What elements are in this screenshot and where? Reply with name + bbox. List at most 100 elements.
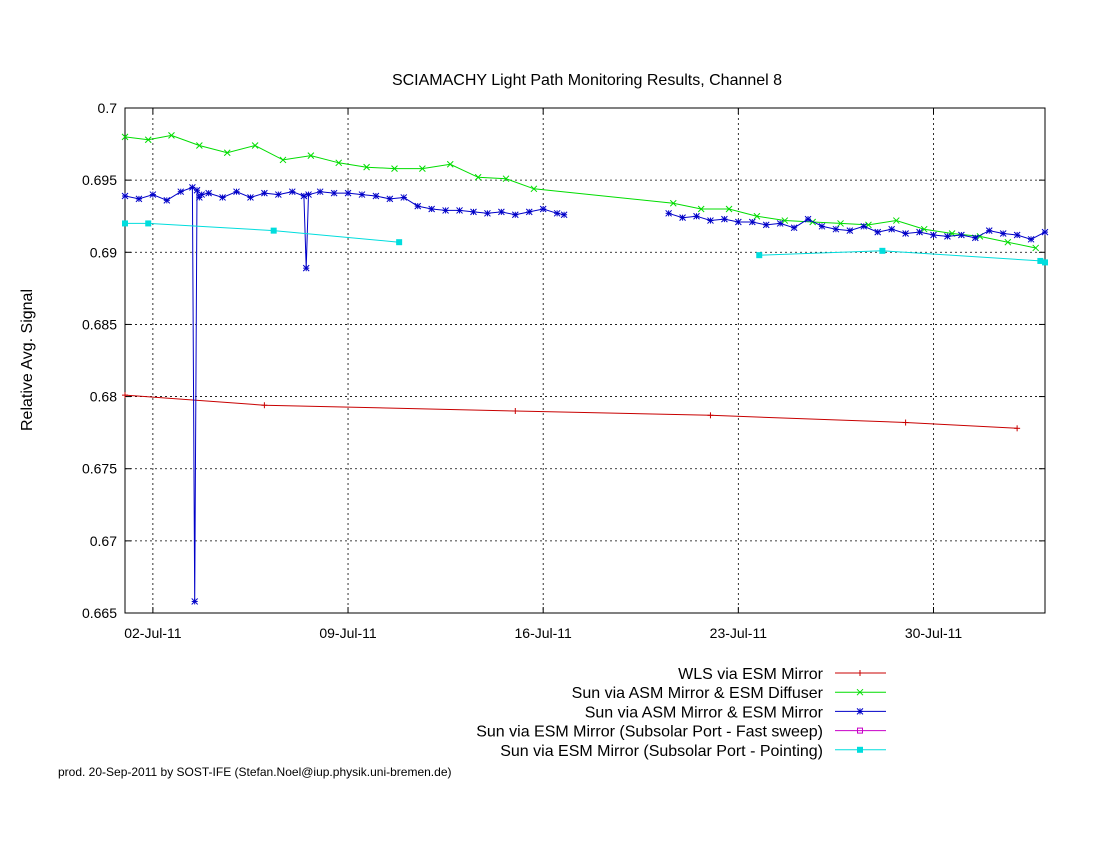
- data-point: [511, 211, 519, 219]
- data-point: [498, 208, 505, 216]
- data-point: [679, 214, 686, 222]
- data-point: [857, 727, 863, 734]
- y-tick-label: 0.7: [98, 100, 118, 116]
- data-point: [971, 234, 979, 242]
- legend-label: Sun via ESM Mirror (Subsolar Port - Poin…: [500, 743, 823, 760]
- data-point: [163, 196, 171, 204]
- data-point: [442, 207, 449, 214]
- data-point: [902, 230, 909, 237]
- data-point: [1042, 259, 1048, 266]
- data-point: [1004, 238, 1012, 246]
- data-point: [223, 149, 231, 157]
- data-point: [122, 220, 128, 227]
- data-point: [372, 192, 380, 200]
- data-point: [177, 188, 185, 196]
- data-point: [665, 209, 672, 217]
- y-tick-label: 0.69: [90, 244, 117, 260]
- data-point: [697, 205, 705, 213]
- x-tick-label: 09-Jul-11: [319, 625, 377, 641]
- y-tick-label: 0.665: [82, 605, 117, 621]
- data-point: [484, 209, 491, 217]
- legend-label: Sun via ESM Mirror (Subsolar Port - Fast…: [476, 724, 823, 741]
- data-point: [539, 205, 547, 213]
- data-point: [307, 152, 315, 159]
- data-point: [251, 142, 259, 149]
- data-point: [279, 156, 287, 164]
- chart-title: SCIAMACHY Light Path Monitoring Results,…: [392, 72, 782, 89]
- data-point: [195, 142, 203, 149]
- series-line: [124, 134, 1036, 249]
- data-point: [316, 188, 324, 196]
- data-point: [832, 225, 840, 233]
- data-point: [1032, 244, 1040, 252]
- data-point: [419, 165, 426, 172]
- data-point: [944, 233, 951, 240]
- data-point: [121, 192, 129, 200]
- data-point: [560, 211, 568, 219]
- data-point: [846, 227, 854, 234]
- y-tick-label: 0.67: [90, 533, 117, 549]
- data-point: [837, 220, 844, 227]
- grid: [125, 108, 1045, 613]
- data-point: [888, 225, 896, 233]
- data-point: [985, 227, 993, 234]
- data-point: [756, 252, 763, 259]
- axis-ticks: 0.665 0.67 0.675 0.68 0.685 0.69 0.695 0.7 02-Ju…: [82, 100, 1045, 641]
- y-tick-label: 0.685: [82, 316, 117, 332]
- data-point: [428, 205, 436, 213]
- y-axis-label: Relative Avg. Signal: [19, 289, 36, 431]
- data-point: [446, 160, 454, 168]
- data-point: [669, 199, 677, 207]
- data-point: [790, 224, 798, 232]
- data-point: [302, 264, 310, 272]
- data-point: [725, 205, 733, 213]
- data-point: [191, 598, 199, 605]
- data-series: [121, 132, 1049, 605]
- data-point: [762, 221, 770, 229]
- data-point: [781, 217, 789, 224]
- data-point: [930, 231, 937, 239]
- data-point: [1014, 425, 1021, 432]
- data-point: [776, 220, 784, 227]
- legend-label: Sun via ASM Mirror & ESM Mirror: [585, 704, 824, 721]
- x-tick-label: 23-Jul-11: [710, 625, 768, 641]
- data-point: [1041, 228, 1049, 236]
- data-point: [122, 392, 128, 399]
- series-0: [122, 392, 1021, 432]
- data-point: [205, 189, 212, 197]
- data-point: [512, 408, 519, 414]
- data-point: [270, 227, 277, 234]
- data-point: [144, 136, 152, 144]
- data-point: [860, 222, 868, 230]
- data-point: [305, 191, 312, 198]
- series-line: [124, 186, 565, 602]
- series-line: [125, 222, 400, 243]
- data-point: [400, 194, 408, 201]
- data-point: [198, 191, 206, 198]
- data-point: [344, 189, 352, 197]
- legend: WLS via ESM Mirror Sun via ASM Mirror & E…: [476, 666, 886, 760]
- series-line: [759, 250, 1046, 263]
- x-tick-label: 16-Jul-11: [515, 625, 573, 641]
- data-point: [874, 228, 882, 236]
- data-point: [748, 218, 756, 226]
- data-point: [892, 217, 900, 224]
- data-point: [168, 132, 175, 139]
- x-tick-label: 30-Jul-11: [905, 625, 963, 641]
- data-point: [916, 228, 923, 236]
- series-4: [122, 220, 1048, 266]
- data-point: [958, 231, 965, 239]
- data-point: [693, 212, 700, 220]
- series-2: [121, 184, 1049, 605]
- data-point: [553, 209, 561, 217]
- production-footer: prod. 20-Sep-2011 by SOST-IFE (Stefan.No…: [58, 765, 452, 779]
- data-point: [135, 195, 143, 203]
- data-point: [233, 188, 240, 196]
- data-point: [879, 247, 886, 254]
- data-point: [818, 222, 826, 230]
- data-point: [707, 217, 714, 224]
- data-point: [530, 185, 538, 193]
- data-point: [856, 688, 864, 696]
- data-point: [274, 191, 282, 198]
- data-point: [391, 165, 398, 172]
